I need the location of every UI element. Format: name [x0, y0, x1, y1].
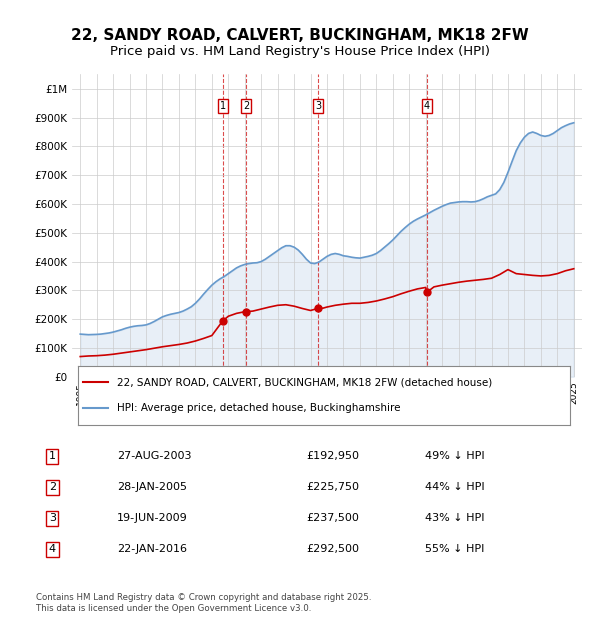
Text: 1: 1: [49, 451, 56, 461]
Text: 22-JAN-2016: 22-JAN-2016: [117, 544, 187, 554]
Text: £237,500: £237,500: [306, 513, 359, 523]
Text: 22, SANDY ROAD, CALVERT, BUCKINGHAM, MK18 2FW: 22, SANDY ROAD, CALVERT, BUCKINGHAM, MK1…: [71, 28, 529, 43]
Text: 43% ↓ HPI: 43% ↓ HPI: [425, 513, 484, 523]
Text: 4: 4: [424, 101, 430, 111]
Text: £192,950: £192,950: [306, 451, 359, 461]
Text: 49% ↓ HPI: 49% ↓ HPI: [425, 451, 484, 461]
Text: £292,500: £292,500: [306, 544, 359, 554]
Text: 2: 2: [243, 101, 249, 111]
Text: 55% ↓ HPI: 55% ↓ HPI: [425, 544, 484, 554]
Text: 19-JUN-2009: 19-JUN-2009: [117, 513, 188, 523]
Text: 22, SANDY ROAD, CALVERT, BUCKINGHAM, MK18 2FW (detached house): 22, SANDY ROAD, CALVERT, BUCKINGHAM, MK1…: [118, 378, 493, 388]
Text: HPI: Average price, detached house, Buckinghamshire: HPI: Average price, detached house, Buck…: [118, 403, 401, 413]
Text: 3: 3: [49, 513, 56, 523]
Text: 28-JAN-2005: 28-JAN-2005: [117, 482, 187, 492]
Text: 44% ↓ HPI: 44% ↓ HPI: [425, 482, 484, 492]
Text: £225,750: £225,750: [306, 482, 359, 492]
Text: Contains HM Land Registry data © Crown copyright and database right 2025.
This d: Contains HM Land Registry data © Crown c…: [36, 593, 371, 613]
Text: Price paid vs. HM Land Registry's House Price Index (HPI): Price paid vs. HM Land Registry's House …: [110, 45, 490, 58]
Text: 27-AUG-2003: 27-AUG-2003: [117, 451, 191, 461]
Text: 4: 4: [49, 544, 56, 554]
Text: 1: 1: [220, 101, 226, 111]
Text: 3: 3: [315, 101, 321, 111]
Text: 2: 2: [49, 482, 56, 492]
